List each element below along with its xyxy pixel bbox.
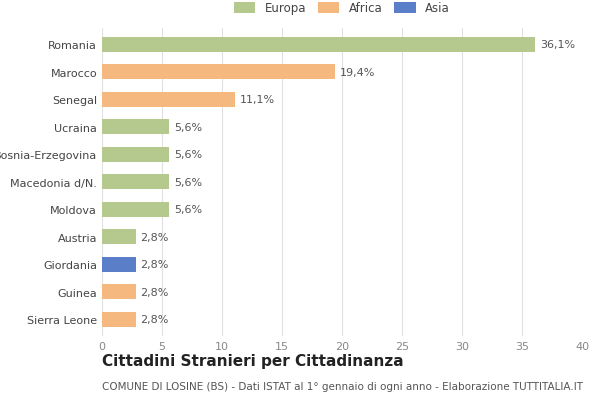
Text: 2,8%: 2,8% — [140, 315, 169, 324]
Text: Cittadini Stranieri per Cittadinanza: Cittadini Stranieri per Cittadinanza — [102, 353, 404, 368]
Text: 5,6%: 5,6% — [174, 204, 202, 215]
Text: 5,6%: 5,6% — [174, 122, 202, 133]
Bar — [102, 38, 535, 53]
Text: 5,6%: 5,6% — [174, 150, 202, 160]
Bar — [102, 147, 169, 162]
Bar — [102, 65, 335, 80]
Bar — [102, 284, 136, 299]
Text: 36,1%: 36,1% — [540, 40, 575, 50]
Text: 2,8%: 2,8% — [140, 260, 169, 270]
Text: 2,8%: 2,8% — [140, 287, 169, 297]
Bar — [102, 229, 136, 245]
Bar — [102, 202, 169, 217]
Bar — [102, 257, 136, 272]
Text: 2,8%: 2,8% — [140, 232, 169, 242]
Text: 11,1%: 11,1% — [240, 95, 275, 105]
Bar — [102, 175, 169, 190]
Legend: Europa, Africa, Asia: Europa, Africa, Asia — [229, 0, 455, 20]
Bar — [102, 312, 136, 327]
Bar — [102, 120, 169, 135]
Text: 5,6%: 5,6% — [174, 177, 202, 187]
Text: COMUNE DI LOSINE (BS) - Dati ISTAT al 1° gennaio di ogni anno - Elaborazione TUT: COMUNE DI LOSINE (BS) - Dati ISTAT al 1°… — [102, 381, 583, 391]
Bar — [102, 92, 235, 108]
Text: 19,4%: 19,4% — [340, 67, 375, 78]
